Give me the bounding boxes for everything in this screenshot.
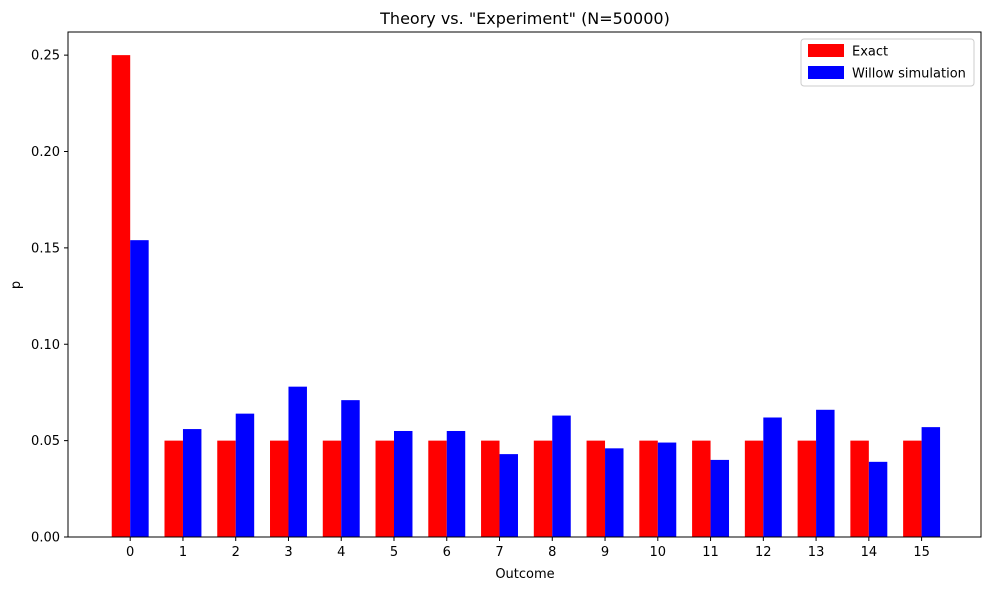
legend-box [800, 38, 975, 87]
bar-willow-simulation-12 [763, 417, 782, 537]
bar-exact-5 [375, 440, 394, 537]
x-tick-label: 0 [126, 545, 134, 560]
bar-exact-2 [217, 440, 236, 537]
x-tick-label: 15 [913, 545, 930, 560]
bar-exact-8 [533, 440, 553, 537]
bar-exact-15 [903, 440, 922, 537]
bar-exact-10 [639, 440, 658, 537]
x-tick-label: 5 [390, 545, 398, 560]
plot-frame [67, 31, 982, 538]
y-tick-label: 0.15 [31, 241, 60, 256]
chart-title: Theory vs. "Experiment" (N=50000) [379, 9, 670, 28]
bar-willow-simulation-2 [235, 413, 255, 537]
x-axis-label: Outcome [495, 567, 554, 582]
bar-exact-13 [797, 440, 817, 537]
bar-willow-simulation-15 [921, 427, 941, 537]
bar-willow-simulation-10 [657, 442, 677, 537]
bar-exact-14 [850, 440, 869, 537]
bar-exact-0 [111, 55, 131, 537]
x-tick-label: 3 [284, 545, 292, 560]
x-tick-label: 9 [601, 545, 609, 560]
x-axis: 0 1 2 3 4 5 6 7 8 9 10 11 12 13 14 15 [126, 537, 930, 560]
bar-willow-simulation-13 [816, 409, 835, 537]
bars [111, 55, 941, 538]
bar-exact-4 [322, 440, 342, 537]
y-tick-label: 0.10 [31, 338, 60, 353]
x-tick-label: 13 [808, 545, 825, 560]
bar-willow-simulation-0 [130, 240, 149, 538]
legend: Exact Willow simulation [800, 38, 975, 87]
bar-willow-simulation-4 [341, 400, 360, 537]
legend-swatch-willow-simulation [808, 66, 844, 79]
x-tick-label: 7 [495, 545, 503, 560]
legend-label-exact: Exact [852, 45, 888, 60]
bar-willow-simulation-8 [552, 415, 571, 537]
bar-willow-simulation-5 [394, 430, 413, 537]
y-tick-label: 0.05 [31, 434, 60, 449]
x-tick-label: 2 [232, 545, 240, 560]
x-tick-label: 4 [337, 545, 345, 560]
bar-willow-simulation-14 [868, 461, 888, 537]
x-tick-label: 14 [861, 545, 878, 560]
x-tick-label: 6 [443, 545, 451, 560]
bar-exact-9 [586, 440, 606, 537]
x-tick-label: 1 [179, 545, 187, 560]
y-axis: 0.00 0.05 0.10 0.15 0.20 0.25 [31, 49, 68, 546]
bar-exact-6 [428, 440, 447, 537]
bar-willow-simulation-11 [710, 459, 730, 537]
legend-swatch-exact [808, 44, 844, 57]
y-axis-label: p [9, 281, 24, 289]
bar-exact-7 [481, 440, 500, 537]
bar-willow-simulation-7 [499, 454, 518, 537]
bar-exact-12 [744, 440, 764, 537]
bar-willow-simulation-1 [182, 429, 202, 537]
bar-exact-1 [164, 440, 183, 537]
y-tick-label: 0.25 [31, 49, 60, 64]
y-tick-label: 0.20 [31, 145, 60, 160]
bar-willow-simulation-9 [605, 448, 624, 537]
bar-willow-simulation-6 [446, 430, 466, 537]
x-tick-label: 10 [650, 545, 667, 560]
bar-exact-11 [692, 440, 711, 537]
legend-label-willow-simulation: Willow simulation [852, 67, 966, 82]
bar-exact-3 [270, 440, 289, 537]
x-tick-label: 12 [755, 545, 772, 560]
bar-willow-simulation-3 [288, 386, 307, 537]
y-tick-label: 0.00 [31, 531, 60, 546]
x-tick-label: 11 [702, 545, 719, 560]
x-tick-label: 8 [548, 545, 556, 560]
